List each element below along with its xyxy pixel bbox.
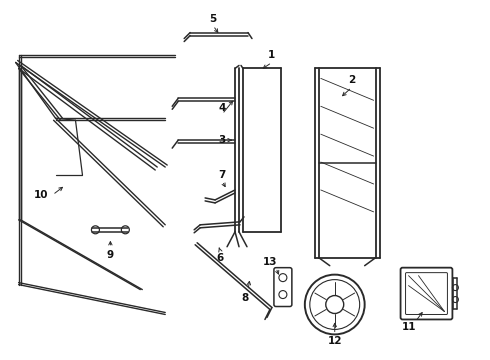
Text: 11: 11 [402, 323, 417, 332]
Text: 6: 6 [217, 253, 224, 263]
Text: 4: 4 [219, 103, 226, 113]
Text: 10: 10 [33, 190, 48, 200]
Text: 1: 1 [269, 50, 275, 60]
Text: 13: 13 [263, 257, 277, 267]
Text: 12: 12 [327, 336, 342, 346]
Text: 2: 2 [348, 75, 355, 85]
Text: 7: 7 [219, 170, 226, 180]
Text: 3: 3 [219, 135, 226, 145]
Text: 9: 9 [107, 250, 114, 260]
Text: 5: 5 [209, 14, 217, 24]
Text: 8: 8 [242, 293, 248, 302]
